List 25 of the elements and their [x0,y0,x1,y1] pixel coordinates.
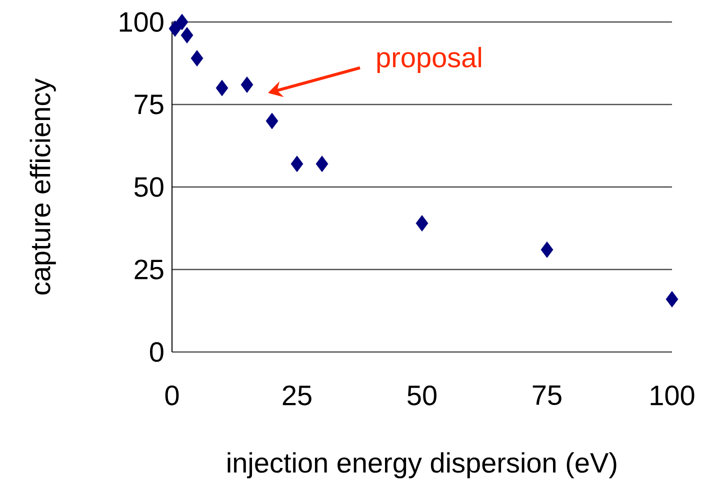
y-tick-label: 75 [134,94,164,114]
point [168,20,182,37]
y-tick-label: 50 [134,177,164,197]
point [240,76,254,93]
point [540,241,554,258]
annotation: proposal [377,46,482,73]
x-tick-label: 25 [282,386,312,406]
x-axis-title: injection energy dispersion (eV) [228,452,616,478]
point [180,26,194,44]
point [266,112,278,130]
y-tick-label: 0 [150,342,164,362]
y-tick-label: 100 [120,12,164,32]
point [416,215,428,232]
point [216,80,228,96]
point [666,290,678,308]
point [190,50,204,66]
point [290,156,304,172]
x-tick-label: 75 [532,386,562,406]
point [316,156,328,172]
point [176,14,188,30]
x-tick-label: 0 [165,386,179,406]
x-tick-label: 50 [408,386,436,406]
y-axis-title: capture efficiency [30,78,56,294]
y-tick-label: 25 [134,260,164,280]
x-tick-label: 100 [650,386,694,406]
